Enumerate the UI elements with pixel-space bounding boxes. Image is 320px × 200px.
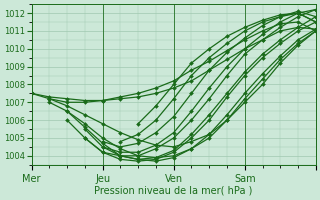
X-axis label: Pression niveau de la mer( hPa ): Pression niveau de la mer( hPa ) — [94, 186, 253, 196]
